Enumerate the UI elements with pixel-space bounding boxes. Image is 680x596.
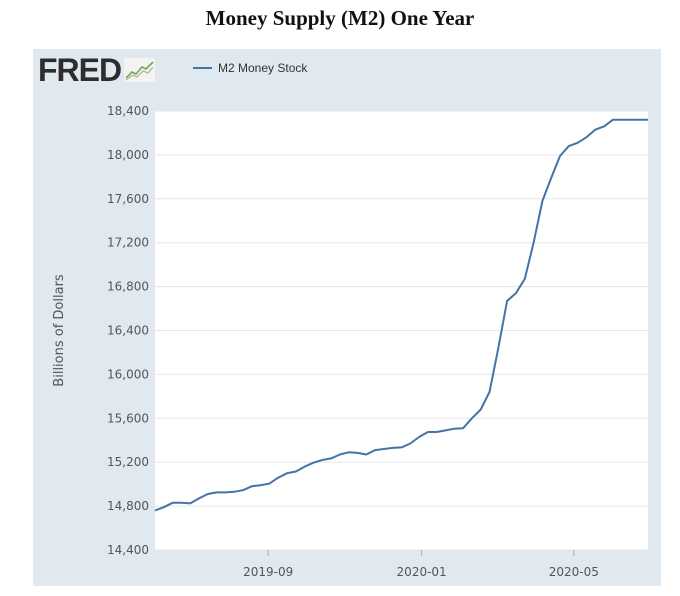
y-tick-label: 15,200 (107, 455, 149, 469)
page-title: Money Supply (M2) One Year (205, 6, 475, 30)
y-tick-label: 17,200 (107, 236, 149, 250)
y-tick-label: 17,600 (107, 192, 149, 206)
y-tick-label: 16,000 (107, 367, 149, 381)
y-tick-label: 16,800 (107, 280, 149, 294)
y-tick-label: 18,000 (107, 148, 149, 162)
y-tick-label: 15,600 (107, 411, 149, 425)
y-axis-title: Billions of Dollars (52, 274, 67, 387)
x-tick-label: 2019-09 (243, 565, 293, 579)
series-line (154, 118, 648, 512)
legend-label: M2 Money Stock (218, 61, 308, 75)
grid-layer (155, 110, 648, 551)
fred-chart-icon (124, 58, 156, 82)
logo-text: FRED (38, 52, 122, 88)
y-tick-label: 14,800 (107, 499, 149, 513)
x-tick-label: 2020-05 (549, 565, 599, 579)
tick-layer: 14,400 14,800 15,200 15,600 16,000 16,400 16,8… (107, 104, 599, 579)
x-tick-label: 2020-01 (397, 565, 447, 579)
series-layer (154, 118, 648, 512)
chart-legend[interactable]: M2 Money Stock (193, 61, 307, 75)
legend-swatch (193, 67, 212, 69)
y-tick-label: 18,400 (107, 104, 149, 118)
fred-logo[interactable]: FRED (38, 52, 156, 88)
y-tick-label: 16,400 (107, 324, 149, 338)
y-tick-label: 14,400 (107, 543, 149, 557)
